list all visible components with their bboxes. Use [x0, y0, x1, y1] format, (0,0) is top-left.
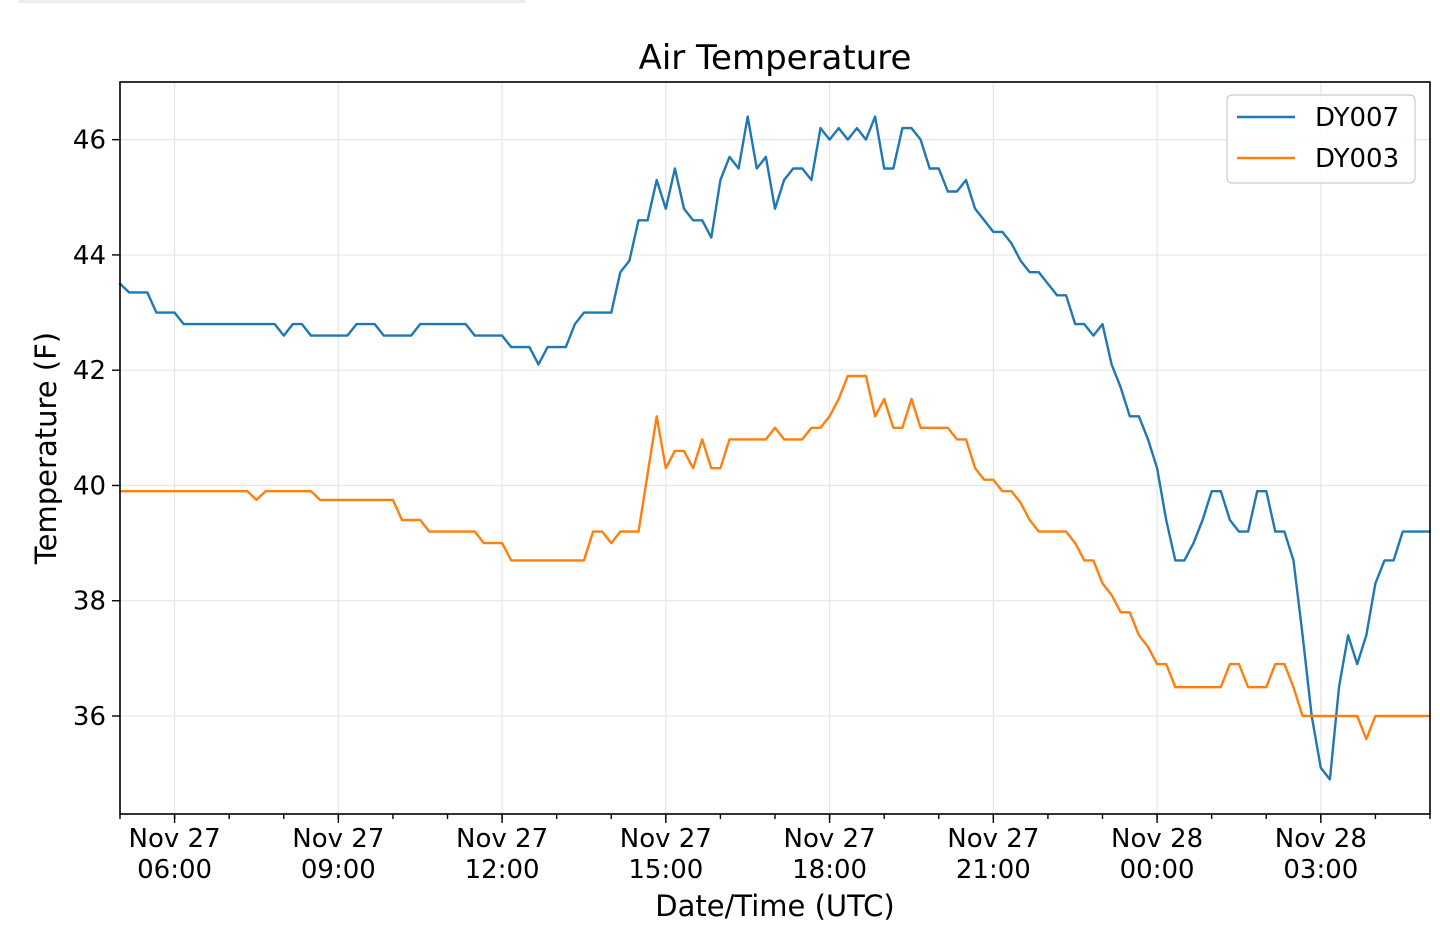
legend-label-dy003: DY003 [1315, 144, 1399, 174]
series-line-dy007 [118, 115, 1432, 781]
y-axis-label: Temperature (F) [29, 332, 63, 565]
x-tick-label-date: Nov 28 [1275, 824, 1367, 854]
legend: DY007 DY003 [1226, 94, 1416, 184]
y-axis-ticks: 36 38 40 42 44 46 [73, 126, 120, 732]
x-tick-label-date: Nov 27 [620, 824, 712, 854]
x-tick-label-time: 03:00 [1283, 855, 1358, 885]
chart-title: Air Temperature [639, 38, 912, 78]
x-tick-label-time: 15:00 [628, 855, 703, 885]
y-tick-label: 42 [73, 356, 106, 386]
x-tick-label-time: 00:00 [1120, 855, 1195, 885]
plot-frame [119, 81, 1431, 815]
y-tick-label: 40 [73, 471, 106, 501]
x-tick-label-time: 21:00 [956, 855, 1031, 885]
x-tick-label-date: Nov 27 [129, 824, 221, 854]
x-tick-label-time: 18:00 [792, 855, 867, 885]
x-axis-label: Date/Time (UTC) [655, 889, 894, 923]
y-tick-label: 44 [73, 241, 106, 271]
x-tick-label-time: 12:00 [465, 855, 540, 885]
y-tick-label: 36 [73, 702, 106, 732]
x-tick-label-time: 06:00 [137, 855, 212, 885]
top-edge-strip [18, 0, 526, 3]
x-tick-label-date: Nov 27 [456, 824, 548, 854]
x-tick-label-time: 09:00 [301, 855, 376, 885]
x-tick-label-date: Nov 28 [1111, 824, 1203, 854]
x-tick-label-date: Nov 27 [784, 824, 876, 854]
series-line-dy003 [118, 374, 1432, 741]
series-lines [118, 115, 1432, 781]
legend-label-dy007: DY007 [1315, 103, 1399, 133]
x-tick-label-date: Nov 27 [292, 824, 384, 854]
y-tick-label: 46 [73, 126, 106, 156]
x-tick-label-date: Nov 27 [947, 824, 1039, 854]
grid [120, 82, 1430, 814]
y-tick-label: 38 [73, 587, 106, 617]
